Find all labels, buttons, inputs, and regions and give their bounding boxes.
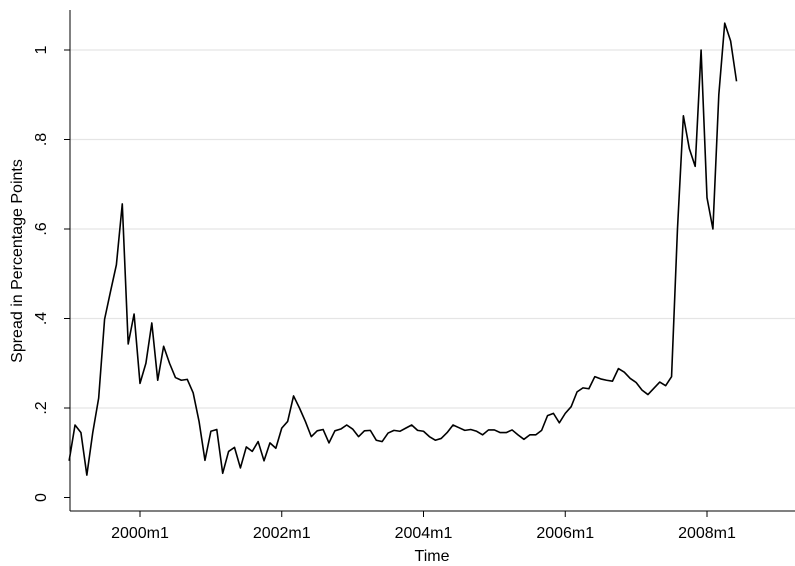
y-tick-label-5: 1 — [33, 45, 50, 54]
y-axis-label: Spread in Percentage Points — [9, 159, 26, 363]
x-tick-label-0: 2000m1 — [111, 525, 169, 542]
y-axis-ticks: 0 .2 .4 .6 .8 1 — [33, 45, 70, 502]
y-tick-label-4: .8 — [33, 133, 50, 146]
y-tick-label-0: 0 — [33, 493, 50, 502]
x-axis-label: Time — [415, 548, 450, 565]
spread-series-line — [68, 22, 738, 476]
x-axis-ticks: 2000m1 2002m1 2004m1 2006m1 2008m1 — [111, 511, 736, 542]
y-tick-label-2: .4 — [33, 312, 50, 325]
y-tick-label-1: .2 — [33, 401, 50, 414]
y-tick-label-3: .6 — [33, 222, 50, 235]
x-tick-label-3: 2006m1 — [536, 525, 594, 542]
x-tick-label-2: 2004m1 — [395, 525, 453, 542]
grid-lines — [70, 49, 795, 409]
x-tick-label-1: 2002m1 — [253, 525, 311, 542]
x-tick-label-4: 2008m1 — [678, 525, 736, 542]
